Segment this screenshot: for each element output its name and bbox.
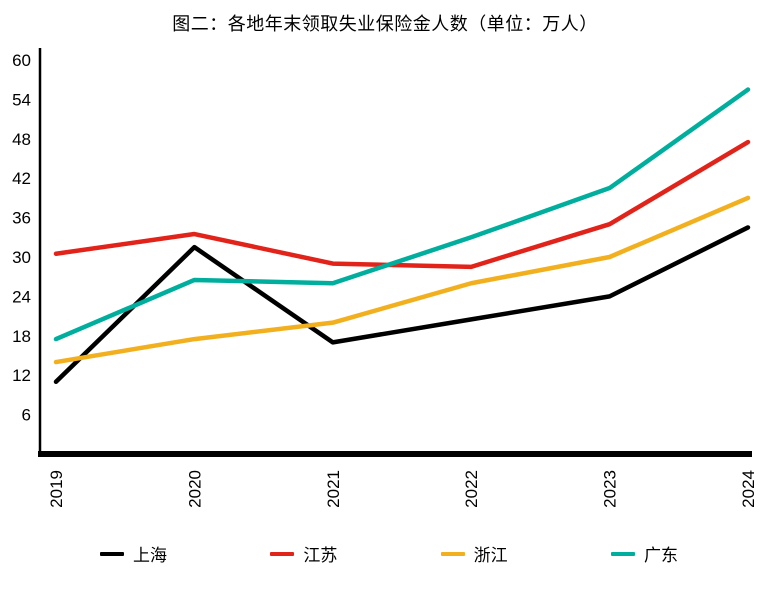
y-tick-label: 54	[12, 90, 31, 109]
legend-item-shanghai: 上海	[100, 541, 167, 566]
y-tick-label: 12	[12, 366, 31, 385]
y-tick-label: 60	[12, 51, 31, 70]
legend-marker-jiangsu	[270, 551, 295, 556]
legend-marker-guangdong	[610, 551, 635, 556]
legend-marker-zhejiang	[440, 551, 465, 556]
legend-label-zhejiang: 浙江	[473, 546, 508, 565]
chart-legend: 上海 江苏 浙江 广东	[0, 541, 770, 566]
y-tick-label: 36	[12, 209, 31, 228]
legend-item-zhejiang: 浙江	[440, 541, 508, 566]
x-tick-label: 2022	[462, 470, 481, 508]
x-tick-label: 2021	[324, 470, 343, 508]
legend-label-shanghai: 上海	[133, 546, 167, 565]
series-line-jiangsu	[53, 139, 751, 270]
y-tick-label: 30	[12, 248, 31, 267]
series-line-zhejiang	[53, 195, 751, 365]
y-tick-label: 42	[12, 169, 31, 188]
line-chart: 6 12 18 24 30 36 42 48 54 60 2019 2020 2021 2022 2023 2…	[12, 48, 758, 508]
chart-title: 图二：各地年末领取失业保险金人数（单位：万人）	[172, 14, 598, 34]
legend-item-guangdong: 广东	[610, 541, 678, 566]
y-tick-label: 6	[22, 406, 31, 425]
x-tick-label: 2023	[601, 470, 620, 508]
y-tick-label: 24	[12, 287, 31, 306]
x-tick-label: 2020	[185, 470, 204, 508]
legend-label-guangdong: 广东	[643, 546, 678, 565]
x-tick-label: 2019	[47, 470, 66, 508]
series-line-shanghai	[53, 225, 751, 385]
y-tick-label: 48	[12, 130, 31, 149]
legend-marker-shanghai	[100, 551, 124, 556]
legend-item-jiangsu: 江苏	[270, 541, 337, 566]
series-line-guangdong	[53, 87, 751, 342]
legend-label-jiangsu: 江苏	[303, 546, 338, 565]
x-tick-label: 2024	[739, 470, 758, 508]
y-tick-label: 18	[12, 327, 31, 346]
